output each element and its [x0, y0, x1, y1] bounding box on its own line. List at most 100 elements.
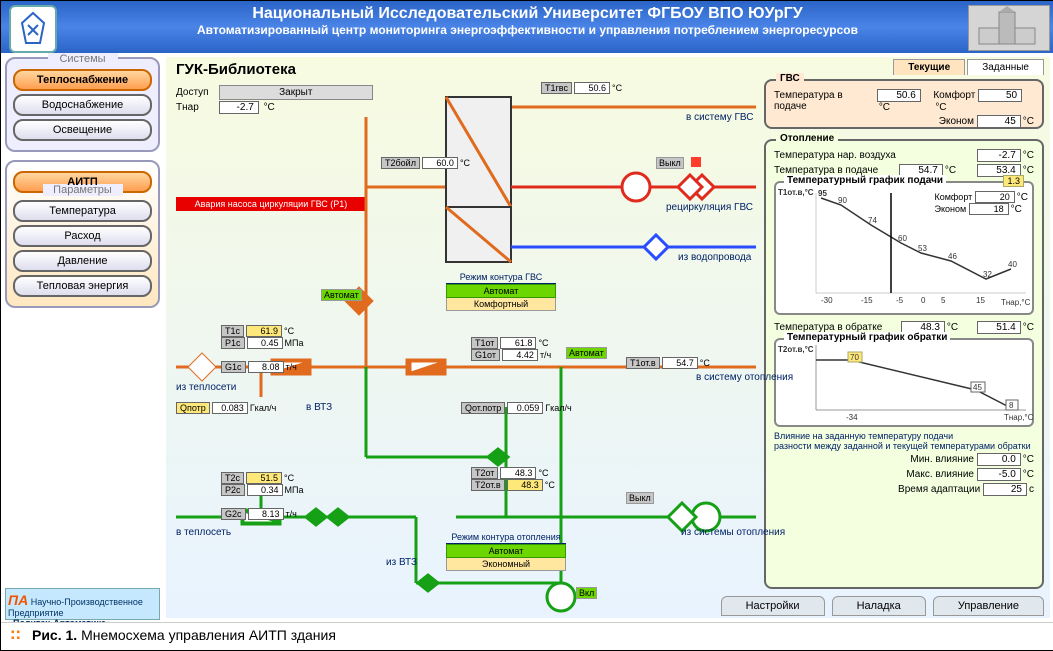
svg-text:46: 46 — [948, 252, 957, 261]
label-from-water: из водопровода — [678, 252, 751, 263]
svg-text:40: 40 — [1008, 260, 1017, 269]
probe-qpotr: Qпотр0.083Гкал/ч — [176, 402, 276, 414]
sidebar-btn-temperature[interactable]: Температура — [13, 200, 152, 222]
header-subtitle: Автоматизированный центр мониторинга эне… — [1, 23, 1053, 37]
svg-text:15: 15 — [976, 296, 985, 305]
gvs-comfort-label: Комфорт — [933, 90, 975, 101]
svg-text:74: 74 — [868, 216, 877, 225]
svg-text:T1от.в,°C: T1от.в,°C — [778, 188, 814, 197]
gvs-supply-label: Температура в подаче — [774, 90, 877, 112]
heating-out-temp-label: Температура нар. воздуха — [774, 150, 896, 161]
header-title: Национальный Исследовательский Университ… — [1, 1, 1053, 23]
sensor-stack-return: Т2с51.5°C Р2с0.34МПа G2с8.13т/ч — [221, 472, 304, 496]
svg-text:95: 95 — [818, 189, 827, 198]
label-recirc: рециркуляция ГВС — [666, 202, 753, 213]
influence-caption: Влияние на заданную температуру подачи р… — [774, 431, 1034, 451]
svg-text:5: 5 — [941, 296, 946, 305]
label-to-heating: в систему отопления — [696, 372, 793, 383]
tnar-value: -2.7 — [219, 101, 259, 114]
tnar-label: Тнар — [176, 102, 216, 113]
vendor-line1: Научно-Производственное Предприятие — [8, 597, 143, 618]
tag-pump3-on: Вкл — [576, 587, 597, 599]
gvs-econom-label: Эконом — [939, 116, 974, 127]
sidebar: Системы Теплоснабжение Водоснабжение Осв… — [5, 57, 160, 316]
tab-current[interactable]: Текущие — [893, 59, 965, 75]
sidebar-btn-energy[interactable]: Тепловая энергия — [13, 275, 152, 297]
sidebar-group-systems: Системы Теплоснабжение Водоснабжение Осв… — [5, 57, 160, 152]
status-tnar-row: Тнар -2.7 °C — [176, 101, 275, 114]
svg-text:90: 90 — [838, 196, 847, 205]
dots-icon: ▪▪▪▪ — [11, 630, 22, 642]
btab-settings[interactable]: Настройки — [721, 596, 825, 616]
status-access-row: Доступ Закрыт — [176, 85, 373, 100]
adapt-time-value[interactable]: 25 — [983, 483, 1027, 496]
sidebar-btn-lighting[interactable]: Освещение — [13, 119, 152, 141]
main-canvas: ГУК-Библиотека Доступ Закрыт Тнар -2.7 °… — [166, 57, 1050, 618]
sidebar-btn-heating[interactable]: Теплоснабжение — [13, 69, 152, 91]
min-influence-label: Мин. влияние — [910, 454, 974, 465]
tag-automat-valve: Автомат — [321, 289, 362, 301]
access-label: Доступ — [176, 87, 216, 98]
sensor-stack-t2ot: Т2от48.3°C Т2от.в48.3°C — [471, 467, 555, 479]
app-frame: Национальный Исследовательский Университ… — [0, 0, 1053, 651]
sensor-stack-t1ot: Т1от61.8°C G1от4.42т/ч — [471, 337, 551, 349]
sidebar-btn-pressure[interactable]: Давление — [13, 250, 152, 272]
max-influence-label: Макс. влияние — [906, 469, 974, 480]
sidebar-group-aitp: АИТП Параметры Температура Расход Давлен… — [5, 160, 160, 308]
svg-text:Тнар,°C: Тнар,°C — [1001, 298, 1031, 307]
gvs-econom-value[interactable]: 45 — [977, 115, 1021, 128]
gvs-comfort-value[interactable]: 50 — [978, 89, 1022, 102]
heating-return-set[interactable]: 51.4 — [977, 321, 1021, 334]
panel-gvs: ГВС Температура в подаче 50.6°C Комфорт … — [764, 79, 1044, 129]
mode-box-heating: Режим контура отопления Автомат Экономны… — [446, 532, 566, 571]
sensor-stack-supply: Т1с61.9°C Р1с0.45МПа G1с8.08т/ч — [221, 325, 304, 349]
svg-text:T2от.в,°C: T2от.в,°C — [778, 345, 814, 354]
pump-status-indicator — [691, 157, 701, 167]
svg-text:32: 32 — [983, 270, 992, 279]
tag-pump-off: Выкл — [656, 157, 684, 169]
btab-control[interactable]: Управление — [933, 596, 1044, 616]
btab-tuning[interactable]: Наладка — [832, 596, 926, 616]
vendor-badge: ПА Научно-Производственное Предприятие «… — [5, 588, 160, 620]
tag-pump2-off: Выкл — [626, 492, 654, 504]
bottom-tabs: Настройки Наладка Управление — [717, 596, 1044, 616]
probe-t1otv: Т1от.в54.7°C — [626, 357, 710, 369]
chart-supply-svg: 95 9074 6053 4632 40 -30-15 -50 515 Тнар… — [776, 183, 1036, 313]
max-influence-value[interactable]: -5.0 — [977, 468, 1021, 481]
figure-caption: ▪▪▪▪ Рис. 1. Мнемосхема управления АИТП … — [1, 622, 1053, 650]
adapt-time-label: Время адаптации — [898, 484, 980, 495]
panel-heating-title: Отопление — [776, 133, 838, 144]
page-title: ГУК-Библиотека — [176, 61, 296, 78]
svg-text:8: 8 — [1009, 401, 1014, 410]
panel-heating: Отопление Температура нар. воздуха -2.7°… — [764, 139, 1044, 589]
probe-t2boyl: Т2бойл60.0°C — [381, 157, 470, 169]
svg-text:-30: -30 — [821, 296, 833, 305]
alarm-banner: Авария насоса циркуляции ГВС (P1) — [176, 197, 366, 211]
svg-text:-5: -5 — [896, 296, 904, 305]
sidebar-btn-water[interactable]: Водоснабжение — [13, 94, 152, 116]
tag-automat-heating: Автомат — [566, 347, 607, 359]
tnar-unit: °C — [264, 102, 275, 113]
label-to-vtz: в ВТЗ — [306, 402, 332, 413]
label-from-vtz: из ВТЗ — [386, 557, 417, 568]
caption-label: Рис. 1. — [32, 627, 77, 643]
chart-return-svg: 70 -34 45 8 Тнар,°C T2от.в,°C — [776, 340, 1036, 425]
chart-return: Температурный график обратки 70 -34 45 8… — [774, 338, 1034, 427]
access-value: Закрыт — [219, 85, 373, 100]
svg-text:-34: -34 — [846, 413, 858, 422]
tab-set[interactable]: Заданные — [967, 59, 1044, 75]
mode-box-gvs: Режим контура ГВС Автомат Комфортный — [446, 272, 556, 311]
heating-out-temp-value: -2.7 — [977, 149, 1021, 162]
label-from-heating: из системы отопления — [681, 527, 785, 538]
sidebar-caption-params: Параметры — [43, 184, 123, 196]
probe-qotpotr: Qот.потр0.059Гкал/ч — [461, 402, 572, 414]
label-to-net: в теплосеть — [176, 527, 231, 538]
sidebar-btn-flow[interactable]: Расход — [13, 225, 152, 247]
svg-text:Тнар,°C: Тнар,°C — [1004, 413, 1034, 422]
sidebar-caption-systems: Системы — [48, 53, 118, 65]
svg-text:45: 45 — [973, 383, 982, 392]
caption-text: Мнемосхема управления АИТП здания — [81, 627, 336, 643]
label-to-gvs: в систему ГВС — [686, 112, 753, 123]
svg-text:53: 53 — [918, 244, 927, 253]
min-influence-value[interactable]: 0.0 — [977, 453, 1021, 466]
